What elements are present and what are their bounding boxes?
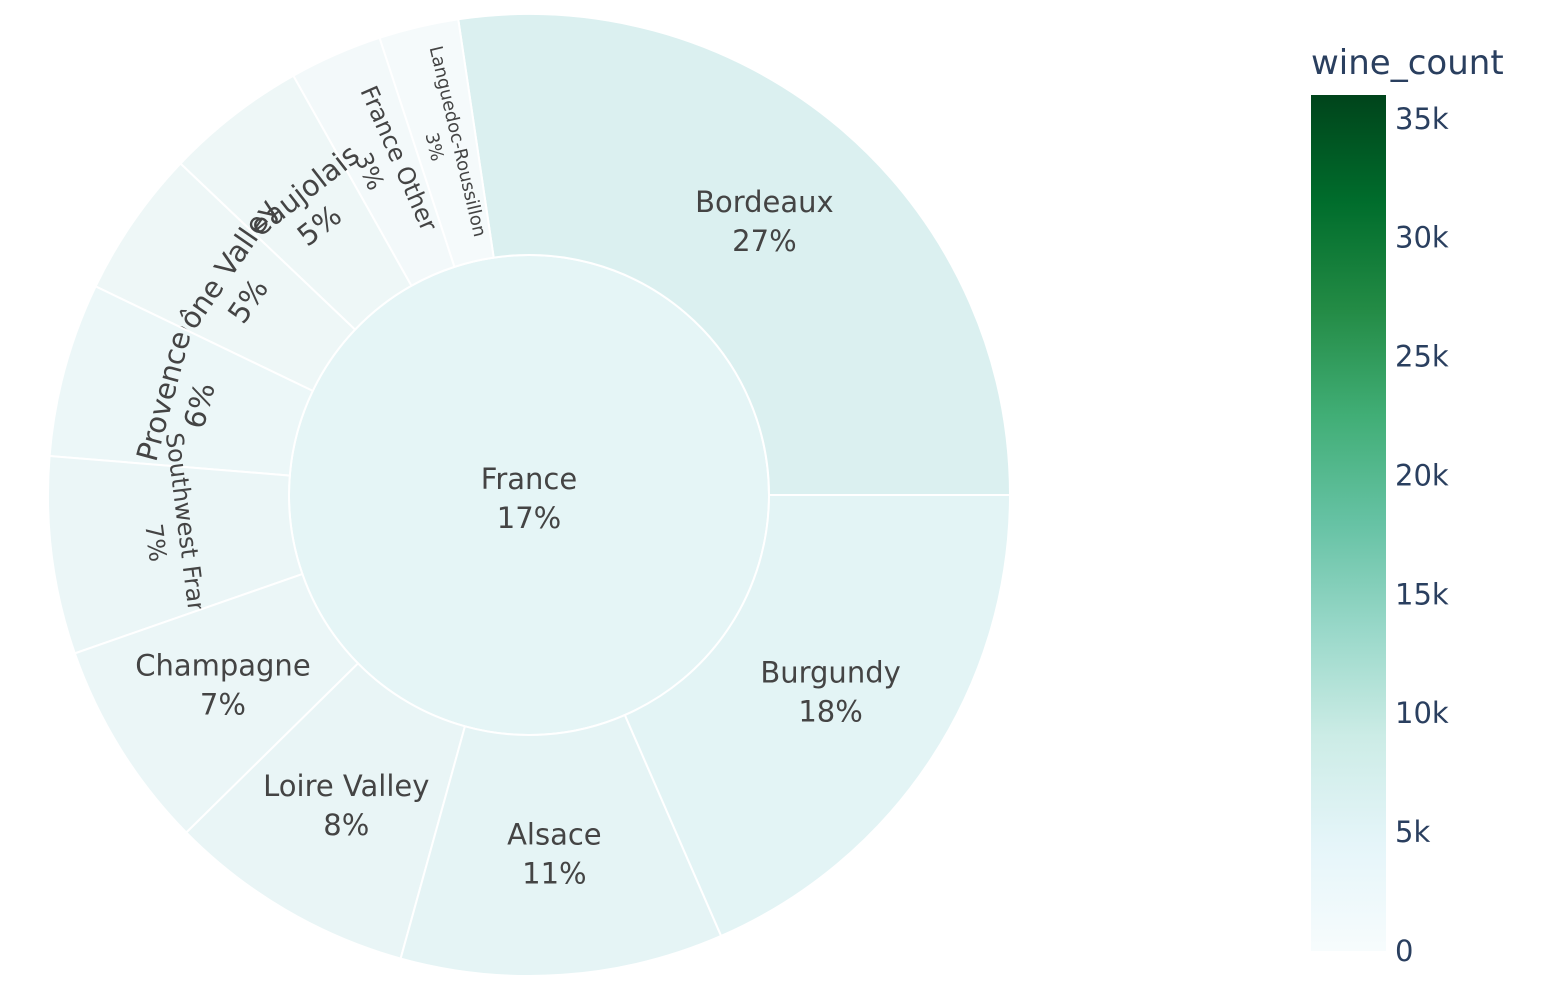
segment-label-loire-valley: Loire Valley 8% xyxy=(263,769,429,842)
colorbar-tick-label: 0 xyxy=(1395,934,1413,968)
segment-bordeaux[interactable] xyxy=(457,13,1012,496)
segment-alsace[interactable] xyxy=(399,713,723,977)
segment-label-alsace: Alsace 11% xyxy=(507,818,602,891)
colorbar-tick-label: 10k xyxy=(1395,696,1449,730)
colorbar-tick-label: 35k xyxy=(1395,102,1449,136)
colorbar-gradient xyxy=(1311,95,1386,951)
segment-label-burgundy: Burgundy 18% xyxy=(760,656,900,729)
colorbar-tick-label: 5k xyxy=(1395,815,1430,849)
colorbar-tick-label: 15k xyxy=(1395,577,1449,611)
segment-burgundy[interactable] xyxy=(623,494,1012,938)
colorbar-tick-label: 25k xyxy=(1395,340,1449,374)
segment-label-france: France 17% xyxy=(481,462,577,535)
segment-label-bordeaux: Bordeaux 27% xyxy=(695,185,834,258)
colorbar-title: wine_count xyxy=(1311,43,1504,83)
colorbar-tick-label: 20k xyxy=(1395,458,1449,492)
sunburst: France 17%Bordeaux 27%Languedoc-Roussillon… xyxy=(47,13,1012,977)
segment-label-champagne: Champagne 7% xyxy=(135,648,310,721)
colorbar: wine_count 0 5k 10k 15k 20k 25k 30k 35k xyxy=(1311,43,1504,968)
colorbar-tick-label: 30k xyxy=(1395,221,1449,255)
